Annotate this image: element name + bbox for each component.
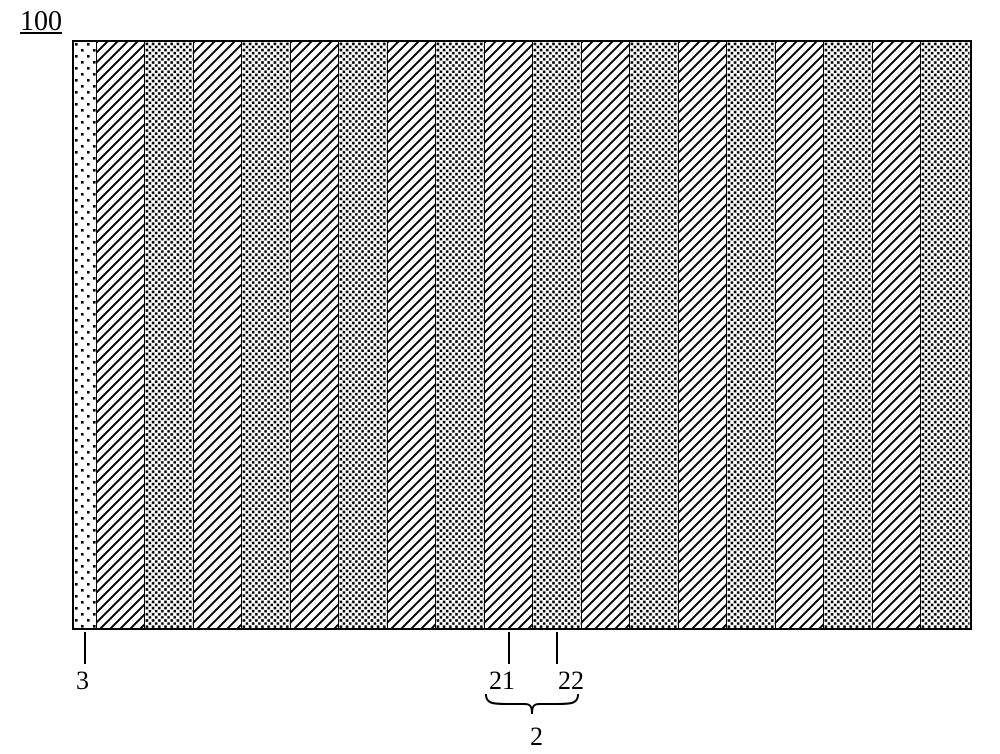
stripe-21 — [194, 42, 243, 628]
stripe-21 — [485, 42, 534, 628]
stripe-22 — [436, 42, 485, 628]
stripe-22 — [727, 42, 776, 628]
stripe-21 — [291, 42, 340, 628]
stripe-3 — [74, 42, 97, 628]
figure-reference: 100 — [20, 6, 62, 38]
leader-line-3 — [84, 632, 86, 664]
stripe-22 — [921, 42, 970, 628]
stripe-21 — [873, 42, 922, 628]
ref-label-2: 2 — [530, 722, 543, 752]
stripe-22 — [339, 42, 388, 628]
brace-2 — [484, 692, 580, 716]
stripe-21 — [388, 42, 437, 628]
stripe-21 — [679, 42, 728, 628]
leader-line-22 — [556, 632, 558, 664]
stripe-22 — [630, 42, 679, 628]
stripe-22 — [242, 42, 291, 628]
stripe-22 — [824, 42, 873, 628]
leader-line-21 — [508, 632, 510, 664]
stripe-21 — [582, 42, 631, 628]
stripe-21 — [97, 42, 146, 628]
stripe-22 — [145, 42, 194, 628]
stripe-22 — [533, 42, 582, 628]
pattern-block — [72, 40, 972, 630]
stripe-21 — [776, 42, 825, 628]
ref-label-3: 3 — [76, 666, 89, 696]
